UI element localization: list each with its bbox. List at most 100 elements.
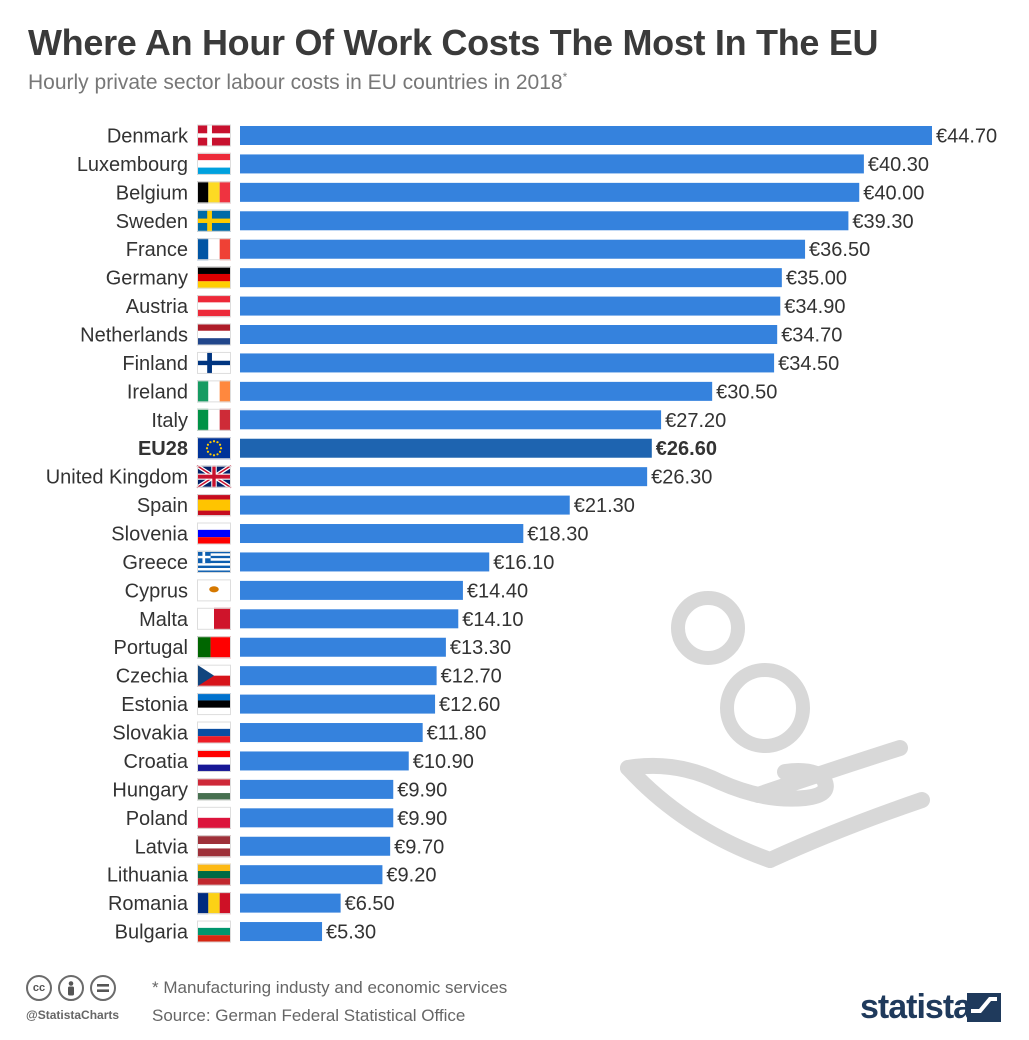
flag-icon — [197, 522, 231, 545]
bar — [240, 580, 463, 600]
flag-icon — [197, 209, 231, 232]
value-label: €21.30 — [574, 495, 635, 517]
value-label: €9.90 — [397, 808, 447, 830]
bar — [240, 552, 490, 572]
country-label: Denmark — [107, 126, 189, 148]
no-derivatives-icon — [90, 975, 116, 1001]
value-label: €35.00 — [786, 268, 847, 290]
bar — [240, 666, 437, 686]
statista-logo-icon — [967, 993, 1001, 1022]
country-label: United Kingdom — [46, 467, 188, 489]
value-label: €36.50 — [809, 239, 870, 261]
footnote-marker: * — [562, 70, 568, 84]
value-label: €26.30 — [651, 467, 712, 489]
value-label: €13.30 — [450, 637, 511, 659]
flag-icon — [197, 323, 231, 346]
chart-subtitle: Hourly private sector labour costs in EU… — [28, 70, 567, 95]
country-label: Bulgaria — [115, 922, 189, 944]
value-label: €40.30 — [868, 154, 929, 176]
flag-icon — [197, 920, 231, 943]
flag-icon — [197, 636, 231, 659]
flag-icon — [197, 693, 231, 716]
country-label: Finland — [122, 353, 188, 375]
bar — [240, 325, 778, 345]
bar — [240, 239, 806, 259]
flag-icon — [197, 266, 231, 289]
bar — [240, 296, 781, 316]
bar — [240, 495, 570, 515]
country-label: Czechia — [116, 666, 189, 688]
value-label: €9.90 — [397, 779, 447, 801]
bar — [240, 609, 459, 629]
flag-icon — [197, 863, 231, 886]
value-label: €14.40 — [467, 580, 528, 602]
subtitle-text: Hourly private sector labour costs in EU… — [28, 71, 563, 94]
country-label: Hungary — [112, 779, 188, 801]
country-label: Sweden — [116, 211, 188, 233]
bar — [240, 154, 864, 174]
value-label: €18.30 — [527, 524, 588, 546]
value-label: €34.70 — [781, 325, 842, 347]
value-label: €9.70 — [394, 836, 444, 858]
country-label: Malta — [139, 609, 189, 631]
country-label: Cyprus — [125, 580, 188, 602]
value-label: €30.50 — [716, 381, 777, 403]
value-label: €14.10 — [462, 609, 523, 631]
country-label: Romania — [108, 893, 189, 915]
country-label: Slovakia — [112, 723, 188, 745]
bar — [240, 353, 775, 373]
flag-icon — [197, 749, 231, 772]
value-label: €40.00 — [863, 182, 924, 204]
flag-icon — [197, 295, 231, 318]
country-label: Slovenia — [111, 524, 189, 546]
bar — [240, 637, 446, 657]
country-label: Austria — [126, 296, 189, 318]
country-label: Portugal — [114, 637, 189, 659]
country-label: Germany — [106, 268, 188, 290]
flag-icon — [197, 380, 231, 403]
bar — [240, 524, 524, 544]
statista-logo[interactable]: statista — [860, 988, 972, 1026]
bar-chart: Denmark €44.70 Luxembourg €40.30 Belgium €40.… — [46, 124, 997, 944]
flag-icon — [197, 152, 231, 175]
value-label: €5.30 — [326, 922, 376, 944]
value-label: €34.50 — [778, 353, 839, 375]
flag-icon — [197, 778, 231, 801]
value-label: €34.90 — [784, 296, 845, 318]
country-label: Poland — [126, 808, 188, 830]
bar — [240, 779, 394, 799]
country-label: Croatia — [124, 751, 189, 773]
hand-coin-icon — [620, 591, 930, 868]
bar — [240, 410, 662, 430]
statista-handle[interactable]: @StatistaCharts — [26, 1008, 120, 1022]
flag-icon — [197, 721, 231, 744]
flag-icon — [197, 550, 231, 573]
country-label: Estonia — [121, 694, 189, 716]
country-label: France — [126, 239, 188, 261]
source-note: Source: German Federal Statistical Offic… — [152, 1006, 466, 1025]
country-label: Belgium — [116, 182, 188, 204]
value-label: €6.50 — [345, 893, 395, 915]
flag-icon — [197, 437, 231, 460]
value-label: €9.20 — [386, 865, 436, 887]
bar — [240, 381, 713, 401]
country-label: Spain — [137, 495, 188, 517]
bar — [240, 694, 436, 714]
value-label: €11.80 — [427, 723, 487, 745]
flag-icon — [197, 181, 231, 204]
value-label: €10.90 — [413, 751, 474, 773]
flag-icon — [197, 351, 231, 374]
flag-icon — [197, 579, 231, 602]
country-label: Luxembourg — [77, 154, 188, 176]
flag-icon — [197, 408, 231, 431]
flag-icon — [195, 463, 233, 490]
bar — [240, 182, 860, 202]
value-label: €12.70 — [441, 666, 502, 688]
bar — [240, 211, 849, 231]
flag-icon — [197, 835, 231, 858]
license-icons: cc — [26, 975, 116, 1001]
bar — [240, 723, 423, 743]
country-label: Netherlands — [80, 325, 188, 347]
bar — [240, 922, 323, 942]
flag-icon — [197, 238, 231, 261]
